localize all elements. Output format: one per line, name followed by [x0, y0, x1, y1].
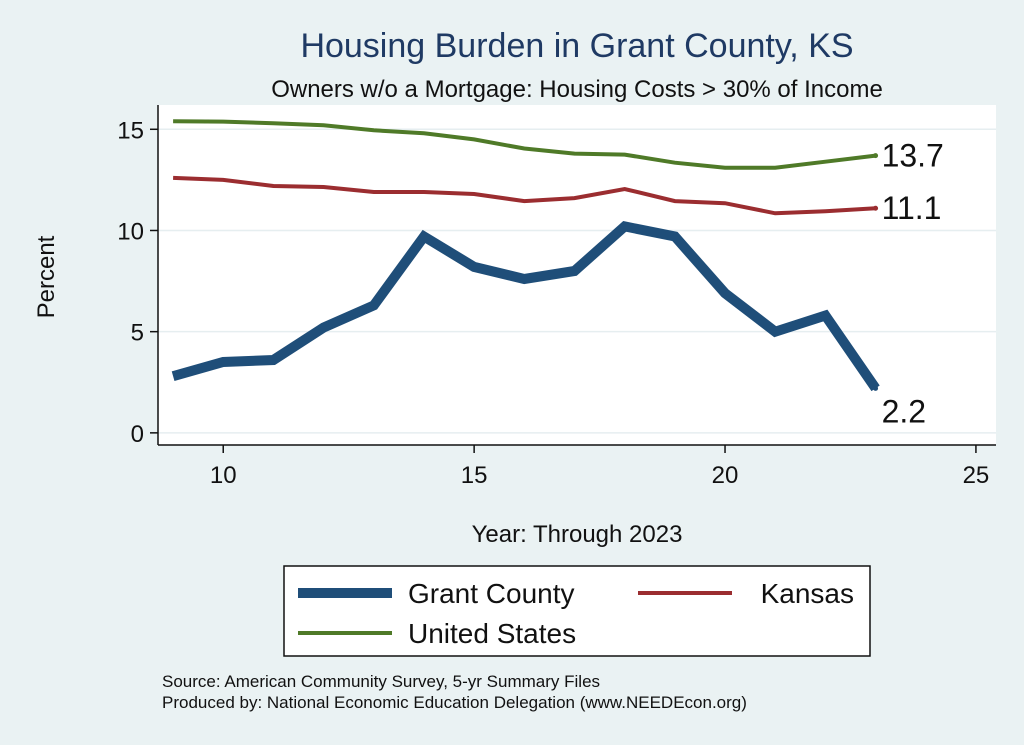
legend-label-kansas: Kansas	[761, 578, 854, 609]
x-tick-label: 25	[963, 462, 990, 489]
y-tick-label: 0	[131, 421, 144, 448]
legend-box	[283, 565, 871, 657]
end-labels: 13.7 11.1 2.2	[882, 138, 944, 430]
y-axis-label: Percent	[33, 235, 60, 318]
end-point-united-states	[873, 153, 879, 159]
grid-lines	[158, 128, 996, 434]
x-tick-label: 20	[712, 462, 739, 489]
source-note: Source: American Community Survey, 5-yr …	[162, 672, 600, 691]
chart-title: Housing Burden in Grant County, KS	[300, 27, 853, 65]
end-point-kansas	[873, 205, 879, 211]
y-ticks: 0 5 10 15	[117, 117, 158, 448]
end-point-grant-county	[873, 385, 879, 391]
x-tick-label: 10	[210, 462, 237, 489]
legend-label-grant-county: Grant County	[408, 578, 575, 609]
x-axis-label: Year: Through 2023	[472, 521, 683, 548]
series-line-kansas	[173, 175, 876, 216]
end-label-united-states: 13.7	[882, 138, 944, 174]
end-label-grant-county: 2.2	[882, 393, 926, 429]
y-tick-label: 5	[131, 320, 144, 347]
series-group	[171, 119, 880, 392]
legend-label-united-states: United States	[408, 618, 576, 649]
end-label-kansas: 11.1	[882, 190, 942, 226]
series-line-united-states	[173, 119, 876, 170]
y-tick-label: 15	[117, 117, 144, 144]
legend: Grant County Kansas United States	[298, 578, 854, 649]
series-line-grant-county	[171, 221, 880, 392]
chart-subtitle: Owners w/o a Mortgage: Housing Costs > 3…	[271, 76, 883, 103]
x-tick-label: 15	[461, 462, 488, 489]
produced-note: Produced by: National Economic Education…	[162, 693, 747, 712]
x-ticks: 10 15 20 25	[210, 445, 989, 489]
y-tick-label: 10	[117, 218, 144, 245]
